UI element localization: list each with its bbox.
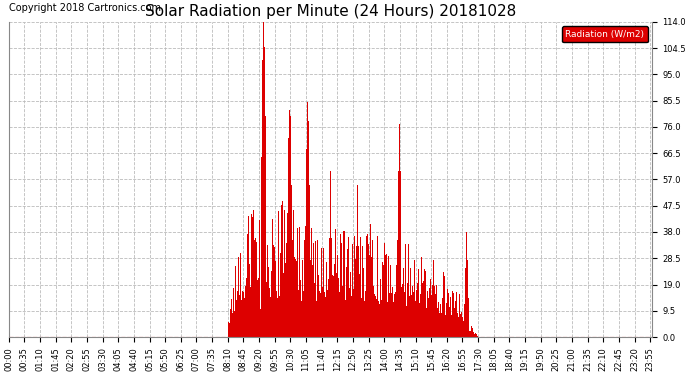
Title: Solar Radiation per Minute (24 Hours) 20181028: Solar Radiation per Minute (24 Hours) 20… [145, 4, 516, 19]
Text: Copyright 2018 Cartronics.com: Copyright 2018 Cartronics.com [9, 3, 161, 13]
Legend: Radiation (W/m2): Radiation (W/m2) [562, 26, 648, 42]
